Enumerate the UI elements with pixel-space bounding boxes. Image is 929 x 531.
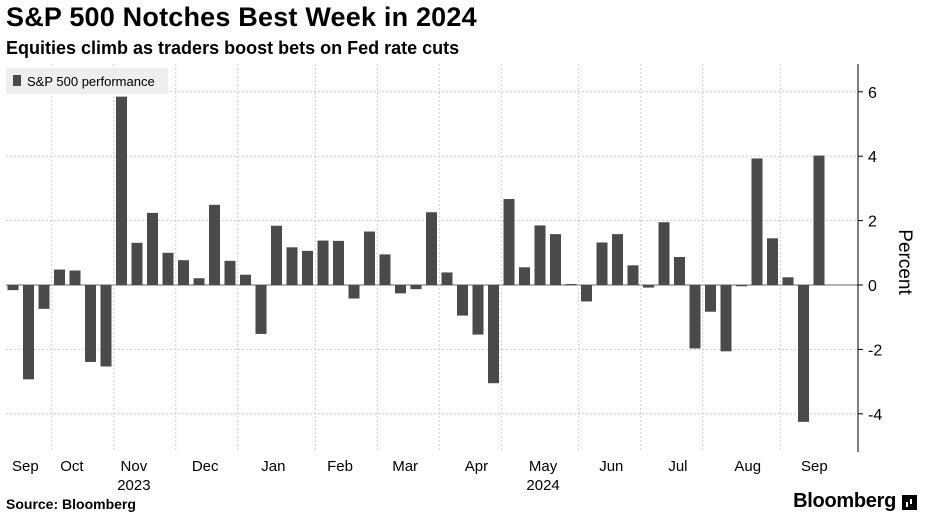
bar — [38, 285, 50, 309]
bar — [534, 225, 546, 285]
bloomberg-terminal-icon — [902, 495, 917, 510]
bar — [550, 234, 561, 285]
y-tick-label: -2 — [868, 342, 882, 359]
x-tick-label: Dec — [192, 458, 219, 475]
bar — [674, 256, 685, 285]
bar — [751, 158, 763, 285]
x-year-label: 2024 — [526, 477, 559, 494]
bar — [131, 242, 143, 285]
x-tick-label: Jul — [668, 458, 687, 475]
x-tick-label: Feb — [327, 458, 353, 475]
x-tick-label: Sep — [12, 458, 39, 475]
bar — [581, 285, 592, 302]
bar — [333, 240, 344, 285]
bar — [612, 234, 623, 285]
bar — [147, 212, 158, 285]
bar — [627, 265, 639, 285]
y-tick-label: -4 — [868, 407, 882, 424]
x-tick-label: Oct — [60, 458, 84, 475]
bar — [782, 277, 794, 285]
bar — [162, 252, 174, 285]
x-tick-label: May — [529, 458, 558, 475]
y-tick-label: 6 — [868, 85, 877, 102]
bar — [798, 285, 809, 422]
bar — [736, 285, 747, 287]
bar — [100, 285, 112, 367]
bar — [503, 199, 515, 285]
bar — [519, 267, 530, 285]
bar — [7, 285, 19, 291]
bar — [255, 285, 267, 334]
bar — [193, 278, 205, 285]
bar — [441, 272, 453, 285]
bar — [472, 285, 484, 335]
brand-name: Bloomberg — [793, 490, 896, 512]
bar — [426, 212, 437, 285]
bar — [720, 285, 732, 352]
bar — [116, 96, 127, 285]
bar — [689, 285, 701, 349]
bar — [457, 285, 468, 316]
legend-label: S&P 500 performance — [27, 74, 155, 89]
x-year-label: 2023 — [117, 477, 150, 494]
legend-box — [6, 68, 168, 94]
bar — [596, 242, 608, 285]
y-axis-title: Percent — [894, 229, 915, 295]
y-tick-label: 4 — [868, 149, 877, 166]
chart-title: S&P 500 Notches Best Week in 2024 — [6, 2, 477, 32]
x-tick-label: Apr — [465, 458, 488, 475]
x-tick-label: Jan — [261, 458, 285, 475]
bar — [348, 285, 360, 299]
y-tick-label: 0 — [868, 278, 877, 295]
bar — [85, 285, 96, 362]
bar — [364, 231, 375, 285]
bar — [224, 260, 236, 285]
source-note: Source: Bloomberg — [6, 496, 136, 512]
bar — [379, 254, 391, 285]
bar — [54, 269, 65, 285]
bar — [209, 204, 220, 285]
x-tick-label: Mar — [392, 458, 418, 475]
bar — [395, 285, 406, 294]
bar — [302, 250, 313, 285]
y-tick-label: 2 — [868, 214, 877, 231]
bar — [767, 238, 778, 285]
bar — [69, 270, 81, 285]
bar — [488, 285, 499, 384]
bar — [23, 285, 34, 380]
bar — [565, 284, 577, 286]
brand-logo: Bloomberg — [793, 490, 917, 513]
bar — [286, 247, 298, 285]
bar — [813, 155, 825, 285]
x-tick-label: Nov — [121, 458, 148, 475]
x-tick-label: Jun — [599, 458, 623, 475]
bar — [658, 222, 670, 285]
bar — [178, 260, 189, 285]
bar — [643, 285, 654, 288]
chart-subtitle: Equities climb as traders boost bets on … — [6, 38, 460, 58]
bar — [240, 274, 251, 285]
bar — [410, 285, 422, 290]
bar — [317, 240, 329, 285]
bar — [705, 285, 716, 312]
bar — [271, 225, 282, 285]
x-tick-label: Sep — [801, 458, 828, 475]
x-tick-label: Aug — [734, 458, 761, 475]
legend-swatch — [13, 75, 21, 86]
